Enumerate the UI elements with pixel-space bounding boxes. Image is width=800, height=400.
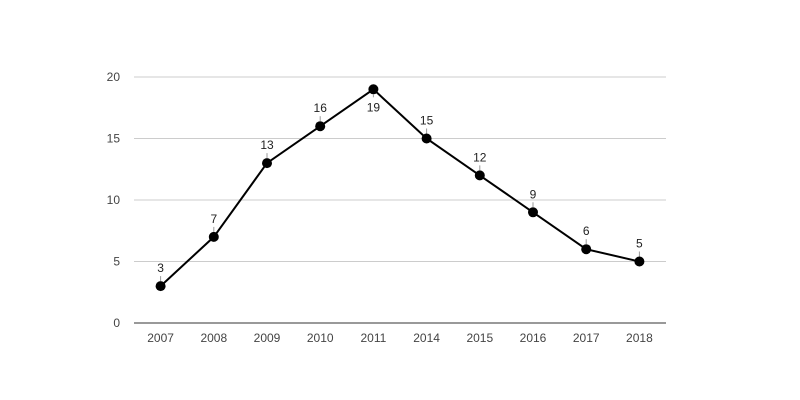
x-tick-label: 2008 [200,331,227,345]
x-tick-label: 2018 [626,331,653,345]
data-point-2009 [262,158,272,169]
data-label-2010: 16 [314,101,328,115]
x-tick-label: 2009 [254,331,281,345]
x-tick-label: 2007 [147,331,174,345]
y-tick-label: 10 [107,193,121,207]
data-point-2010 [315,121,326,132]
data-point-2007 [155,281,166,292]
data-label-2008: 7 [210,212,217,226]
data-label-2011: 19 [367,100,381,114]
data-label-2014: 15 [420,114,434,128]
data-point-2017 [581,244,592,255]
y-tick-label: 15 [107,132,121,146]
data-label-2009: 13 [260,138,274,152]
data-label-2007: 3 [157,261,164,275]
data-labels: 3 7 13 16 19 15 12 9 6 5 [157,94,643,282]
x-tick-label: 2015 [466,331,493,345]
y-axis-tick-labels: 0 5 10 15 20 [107,70,121,330]
data-point-2008 [208,231,219,242]
data-points [155,84,645,292]
data-label-2018: 5 [636,237,643,251]
x-axis-tick-labels: 2007 2008 2009 2010 2011 2014 2015 2016 2017 2018 [147,331,653,345]
x-tick-label: 2011 [360,331,386,345]
data-point-2015 [474,170,485,181]
x-tick-label: 2017 [573,331,600,345]
series-line [159,88,640,287]
y-tick-label: 0 [113,316,120,330]
data-point-2018 [634,256,645,267]
data-point-2014 [421,133,432,144]
gridlines [134,76,666,262]
data-point-2011 [368,84,379,95]
x-tick-label: 2010 [307,331,334,345]
data-label-2017: 6 [583,224,590,238]
data-point-2016 [528,207,538,218]
x-tick-label: 2014 [413,331,440,345]
y-tick-label: 5 [113,255,120,269]
data-label-2016: 9 [530,187,537,201]
data-label-2015: 12 [473,150,487,164]
x-tick-label: 2016 [520,331,547,345]
y-tick-label: 20 [107,70,121,84]
